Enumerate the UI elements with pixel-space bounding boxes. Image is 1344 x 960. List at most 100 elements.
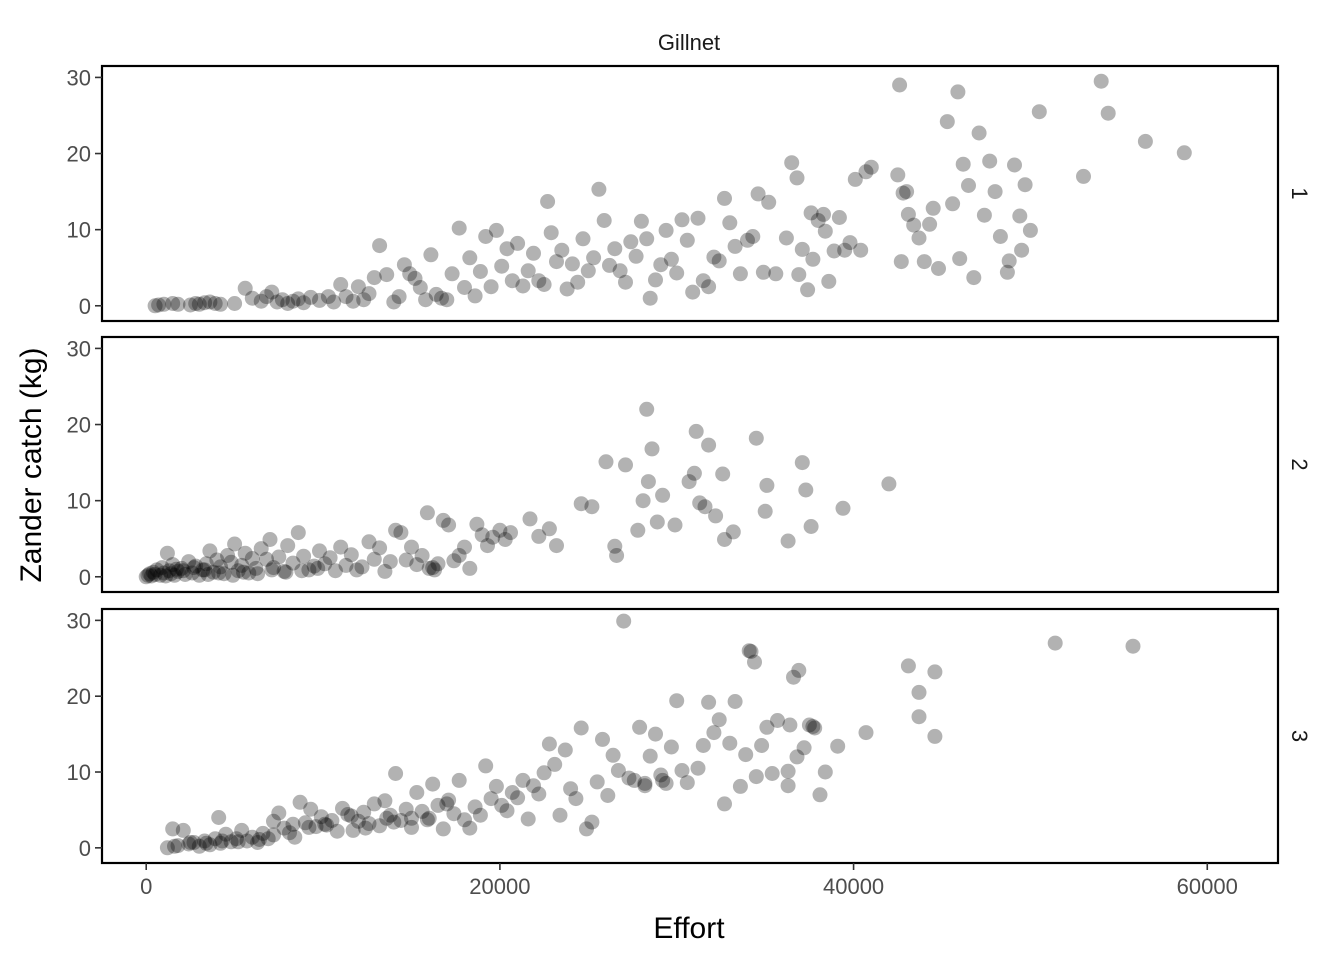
data-point xyxy=(580,263,596,279)
data-point xyxy=(642,290,658,306)
data-point xyxy=(372,238,388,254)
data-point xyxy=(541,736,557,752)
data-point xyxy=(701,437,717,453)
data-point xyxy=(639,231,655,247)
data-point xyxy=(170,563,186,579)
data-point xyxy=(488,778,504,794)
data-point xyxy=(722,735,738,751)
data-point xyxy=(1100,105,1116,121)
data-point xyxy=(648,272,663,288)
data-point xyxy=(515,772,531,788)
data-point xyxy=(640,474,656,490)
data-point xyxy=(228,831,244,847)
data-point xyxy=(494,797,510,813)
y-tick-label: 30 xyxy=(67,336,91,361)
data-point xyxy=(156,565,172,581)
data-point xyxy=(391,289,407,305)
data-point xyxy=(655,487,671,503)
data-point xyxy=(382,807,398,823)
data-point xyxy=(837,242,853,258)
data-point xyxy=(584,499,600,515)
data-point xyxy=(732,778,748,794)
data-point xyxy=(697,499,713,515)
data-point xyxy=(142,566,158,582)
data-point xyxy=(236,564,251,580)
data-point xyxy=(244,551,260,566)
data-point xyxy=(186,560,202,576)
data-point xyxy=(708,508,724,524)
data-point xyxy=(1022,222,1038,238)
data-point xyxy=(692,495,708,511)
data-point xyxy=(564,256,580,272)
data-point xyxy=(688,423,704,439)
data-point xyxy=(264,284,280,300)
data-point xyxy=(892,77,908,93)
data-point xyxy=(722,215,738,231)
data-point xyxy=(596,213,612,228)
data-point xyxy=(345,293,361,309)
data-point xyxy=(149,562,165,578)
panel-2-points xyxy=(138,401,897,585)
data-point xyxy=(821,273,837,289)
data-point xyxy=(1001,253,1017,269)
data-point xyxy=(911,684,927,700)
data-point xyxy=(409,785,425,800)
data-point xyxy=(952,251,968,267)
facet-label: 1 xyxy=(1287,187,1312,199)
data-point xyxy=(499,241,515,257)
facet-label: 3 xyxy=(1287,730,1312,742)
data-point xyxy=(755,264,771,280)
data-point xyxy=(602,257,617,273)
data-point xyxy=(492,522,508,538)
data-point xyxy=(510,235,526,251)
data-point xyxy=(890,167,906,183)
data-point xyxy=(520,263,536,279)
data-point xyxy=(418,292,434,308)
data-point xyxy=(623,234,639,250)
data-point xyxy=(895,185,911,201)
data-point xyxy=(396,257,412,273)
data-point xyxy=(421,560,437,576)
data-point xyxy=(457,539,472,555)
data-point xyxy=(754,738,770,753)
x-tick-label: 0 xyxy=(140,874,152,899)
data-point xyxy=(388,522,404,538)
data-point xyxy=(165,557,181,573)
data-point xyxy=(478,758,494,774)
data-point xyxy=(327,563,343,579)
data-point xyxy=(480,538,495,554)
data-point xyxy=(338,289,354,305)
data-point xyxy=(312,543,327,559)
data-point xyxy=(642,748,658,764)
data-point xyxy=(398,801,414,817)
data-point xyxy=(658,222,674,238)
data-point xyxy=(182,297,198,313)
data-point xyxy=(863,159,879,175)
data-point xyxy=(589,774,605,790)
data-point xyxy=(504,273,520,289)
y-tick-label: 10 xyxy=(67,218,91,243)
data-point xyxy=(757,503,773,519)
data-point xyxy=(262,532,278,547)
data-point xyxy=(663,251,679,267)
data-point xyxy=(211,810,227,825)
data-point xyxy=(750,186,766,202)
panel-border xyxy=(100,335,1280,594)
data-point xyxy=(379,810,395,826)
data-point xyxy=(681,474,697,490)
data-point xyxy=(782,717,798,733)
data-point xyxy=(319,817,335,833)
data-point xyxy=(536,765,552,781)
data-point xyxy=(457,812,472,828)
data-point xyxy=(568,791,584,807)
data-point xyxy=(462,250,478,266)
y-tick-label: 20 xyxy=(67,413,91,438)
data-point xyxy=(711,712,727,728)
panel-1: 0 10 20 30 1 xyxy=(67,64,1312,323)
data-point xyxy=(469,516,485,532)
data-point xyxy=(999,264,1015,280)
data-point xyxy=(761,194,777,210)
data-point xyxy=(404,810,419,826)
data-point xyxy=(612,263,628,279)
data-point xyxy=(412,280,428,295)
